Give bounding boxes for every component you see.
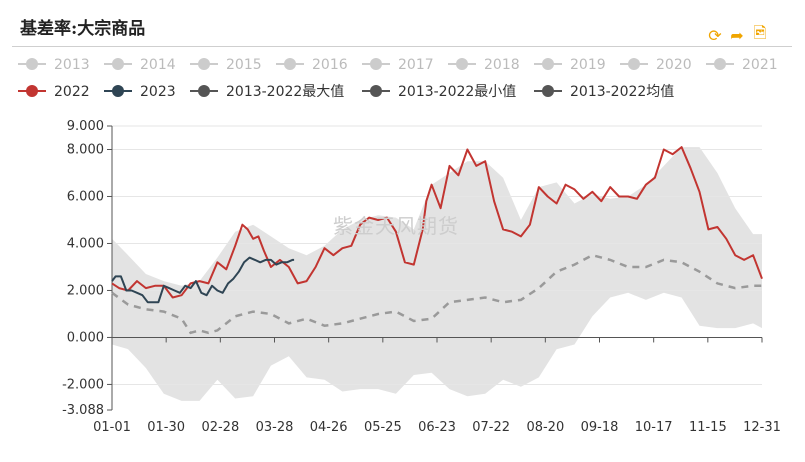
- legend-marker: [628, 58, 640, 70]
- legend-item-2[interactable]: 2015: [190, 57, 262, 73]
- legend-label: 2022: [54, 84, 90, 100]
- share-icon[interactable]: ➦: [730, 25, 744, 45]
- legend-marker: [370, 85, 382, 97]
- legend-label: 2013-2022最小值: [398, 84, 516, 100]
- x-tick-label: 03-28: [256, 420, 294, 435]
- legend-item-13[interactable]: 2013-2022均值: [534, 84, 674, 100]
- chart-title: 基差率:大宗商品: [20, 19, 146, 39]
- title-divider: [12, 46, 792, 47]
- legend-label: 2013-2022均值: [570, 84, 674, 100]
- legend-label: 2021: [742, 57, 778, 73]
- legend-marker: [284, 58, 296, 70]
- series-line-2022: [111, 146, 763, 299]
- legend-item-3[interactable]: 2016: [276, 57, 348, 73]
- y-tick-label: 8.000: [67, 142, 104, 157]
- legend-label: 2019: [570, 57, 606, 73]
- x-tick-label: 04-26: [310, 420, 348, 435]
- x-tick-label: 07-22: [472, 420, 510, 435]
- save-image-icon[interactable]: 🖻: [753, 22, 767, 42]
- x-tick-label: 06-23: [418, 420, 456, 435]
- legend-marker: [26, 85, 38, 97]
- legend-item-11[interactable]: 2013-2022最大值: [190, 84, 344, 100]
- legend-marker: [456, 58, 468, 70]
- x-tick-label: 05-25: [364, 420, 402, 435]
- legend-label: 2018: [484, 57, 520, 73]
- legend-label: 2023: [140, 84, 176, 100]
- x-tick-label: 09-18: [581, 420, 619, 435]
- y-tick-label: -2.000: [62, 377, 104, 392]
- legend-item-0[interactable]: 2013: [18, 57, 90, 73]
- legend-item-7[interactable]: 2020: [620, 57, 692, 73]
- y-tick-label: 9.000: [67, 119, 104, 134]
- legend-marker: [112, 85, 124, 97]
- legend-marker: [26, 58, 38, 70]
- x-tick-label: 08-20: [526, 420, 564, 435]
- legend-item-12[interactable]: 2013-2022最小值: [362, 84, 516, 100]
- y-tick-label: 4.000: [67, 236, 104, 251]
- legend-marker: [542, 58, 554, 70]
- legend-label: 2014: [140, 57, 176, 73]
- restore-icon[interactable]: ⟳: [708, 25, 722, 45]
- legend-marker: [112, 58, 124, 70]
- legend-marker: [370, 58, 382, 70]
- legend-label: 2017: [398, 57, 434, 73]
- watermark: 紫金天风期货: [333, 214, 459, 238]
- x-tick-label: 02-28: [201, 420, 239, 435]
- series-line-2023: [111, 256, 295, 304]
- legend-item-5[interactable]: 2018: [448, 57, 520, 73]
- y-tick-label: 2.000: [67, 283, 104, 298]
- x-tick-label: 11-15: [689, 420, 727, 435]
- x-tick-label: 12-31: [743, 420, 781, 435]
- legend-item-10[interactable]: 2023: [104, 84, 176, 100]
- x-tick-label: 01-30: [147, 420, 185, 435]
- legend-label: 2015: [226, 57, 262, 73]
- legend-item-4[interactable]: 2017: [362, 57, 434, 73]
- legend-marker: [198, 58, 210, 70]
- legend-item-1[interactable]: 2014: [104, 57, 176, 73]
- range-band: [112, 147, 762, 401]
- legend-item-9[interactable]: 2022: [18, 84, 90, 100]
- legend-label: 2013: [54, 57, 90, 73]
- x-tick-label: 10-17: [635, 420, 673, 435]
- y-tick-label: 0.000: [67, 330, 104, 345]
- legend-label: 2013-2022最大值: [226, 84, 344, 100]
- legend-label: 2016: [312, 57, 348, 73]
- legend-marker: [198, 85, 210, 97]
- legend-item-6[interactable]: 2019: [534, 57, 606, 73]
- legend-marker: [542, 85, 554, 97]
- y-tick-label: -3.088: [62, 403, 104, 418]
- legend-item-8[interactable]: 2021: [706, 57, 778, 73]
- x-tick-label: 01-01: [93, 420, 131, 435]
- legend-label: 2020: [656, 57, 692, 73]
- legend-marker: [714, 58, 726, 70]
- series-mean-line: [111, 253, 762, 335]
- y-tick-label: 6.000: [67, 189, 104, 204]
